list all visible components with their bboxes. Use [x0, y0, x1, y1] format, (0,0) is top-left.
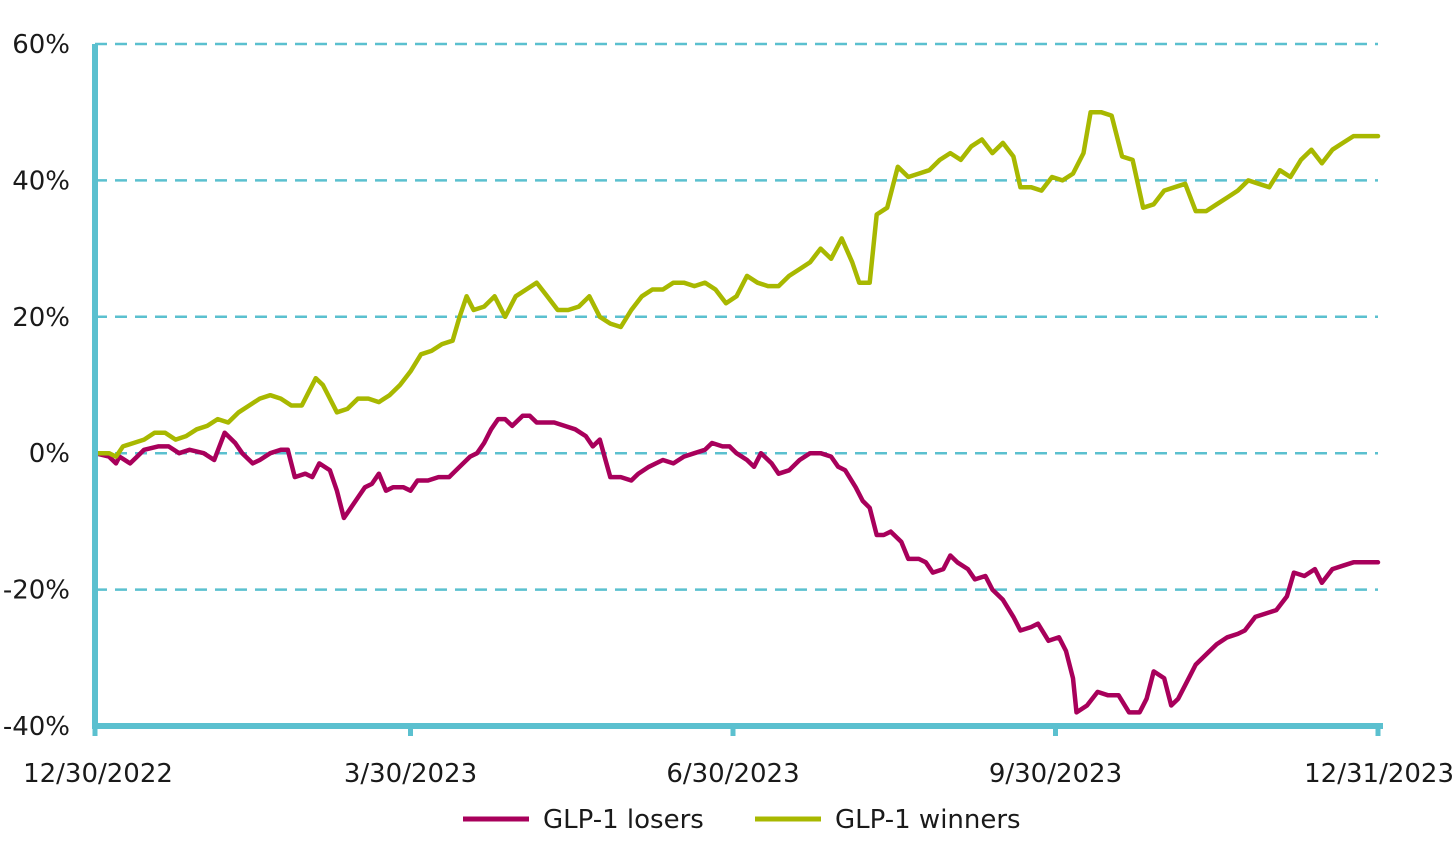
- gridlines: [95, 42, 1378, 591]
- y-tick-label: 20%: [12, 303, 70, 333]
- x-tick-labels: 12/30/2022 3/30/2023 6/30/2023 9/30/2023 12/…: [23, 759, 1454, 789]
- x-tick-label: 12/30/2022: [23, 759, 173, 789]
- y-tick-label: 40%: [12, 166, 70, 196]
- series-line-glp-1-winners: [92, 109, 1381, 459]
- legend-label: GLP-1 winners: [835, 805, 1021, 835]
- axes: [92, 44, 1383, 736]
- x-tick-label: 9/30/2023: [989, 759, 1122, 789]
- series-layer: [92, 109, 1381, 715]
- y-tick-label: 60%: [12, 30, 70, 60]
- x-tick-label: 12/31/2023: [1304, 759, 1454, 789]
- y-tick-label: -20%: [3, 576, 70, 606]
- x-tick-label: 6/30/2023: [666, 759, 799, 789]
- legend-label: GLP-1 losers: [543, 805, 704, 835]
- y-tick-labels: 60% 40% 20% 0% -20% -40%: [3, 30, 70, 742]
- legend: GLP-1 losers GLP-1 winners: [463, 805, 1021, 835]
- y-tick-label: 0%: [29, 439, 70, 469]
- x-tick-label: 3/30/2023: [344, 759, 477, 789]
- y-tick-label: -40%: [3, 712, 70, 742]
- series-line-glp-1-losers: [92, 413, 1381, 715]
